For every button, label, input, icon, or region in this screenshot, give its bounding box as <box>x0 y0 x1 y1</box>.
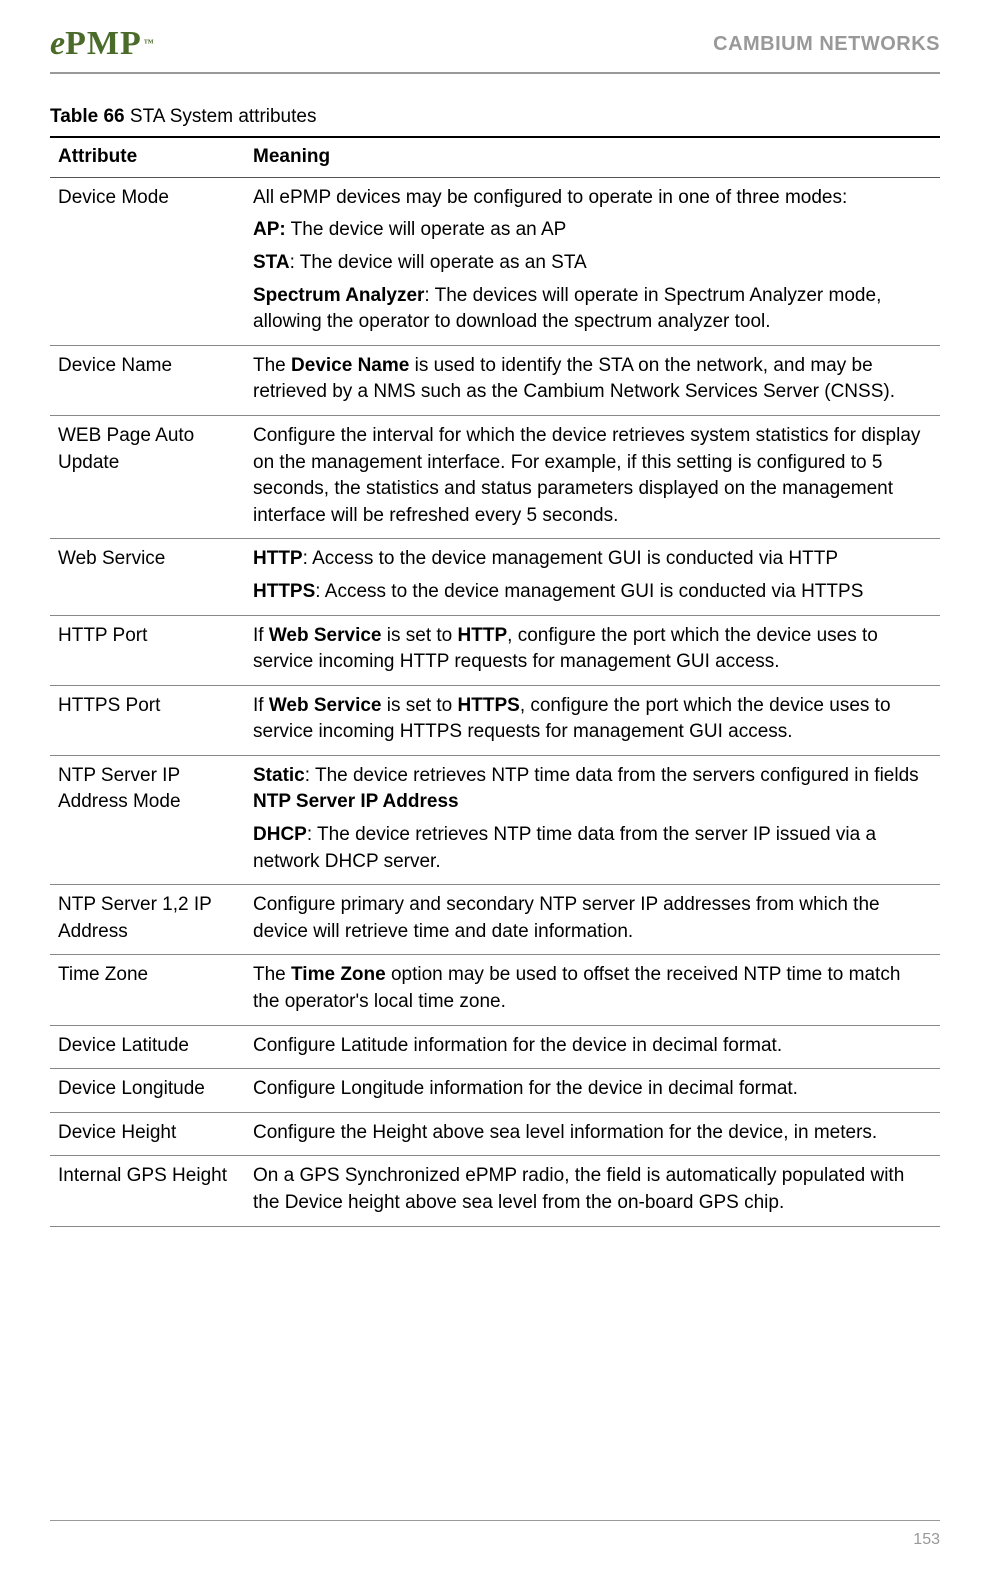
table-row: Device Mode All ePMP devices may be conf… <box>50 177 940 345</box>
text-line: All ePMP devices may be configured to op… <box>253 185 932 212</box>
text-line: Static: The device retrieves NTP time da… <box>253 763 932 816</box>
column-attribute: Attribute <box>50 137 245 177</box>
meaning-cell: The Time Zone option may be used to offs… <box>245 955 940 1025</box>
table-row: WEB Page Auto Update Configure the inter… <box>50 415 940 538</box>
meaning-cell: Configure the Height above sea level inf… <box>245 1112 940 1156</box>
table-row: Device Longitude Configure Longitude inf… <box>50 1069 940 1113</box>
attr-cell: HTTP Port <box>50 615 245 685</box>
attr-cell: Device Name <box>50 345 245 415</box>
table-row: Device Latitude Configure Latitude infor… <box>50 1025 940 1069</box>
attr-cell: Time Zone <box>50 955 245 1025</box>
meaning-cell: The Device Name is used to identify the … <box>245 345 940 415</box>
meaning-cell: If Web Service is set to HTTPS, configur… <box>245 685 940 755</box>
meaning-cell: If Web Service is set to HTTP, configure… <box>245 615 940 685</box>
meaning-cell: HTTP: Access to the device management GU… <box>245 539 940 615</box>
text-line: Spectrum Analyzer: The devices will oper… <box>253 283 932 336</box>
text-line: DHCP: The device retrieves NTP time data… <box>253 822 932 875</box>
attr-cell: Internal GPS Height <box>50 1156 245 1226</box>
meaning-cell: Configure Latitude information for the d… <box>245 1025 940 1069</box>
meaning-cell: Configure Longitude information for the … <box>245 1069 940 1113</box>
meaning-cell: Static: The device retrieves NTP time da… <box>245 755 940 884</box>
text-line: HTTPS: Access to the device management G… <box>253 579 932 606</box>
footer-rule <box>50 1520 940 1521</box>
page-header: ePMP™ CAMBIUM NETWORKS <box>50 20 940 74</box>
table-row: HTTPS Port If Web Service is set to HTTP… <box>50 685 940 755</box>
attr-cell: HTTPS Port <box>50 685 245 755</box>
table-row: Web Service HTTP: Access to the device m… <box>50 539 940 615</box>
table-row: NTP Server 1,2 IP Address Configure prim… <box>50 885 940 955</box>
table-row: Time Zone The Time Zone option may be us… <box>50 955 940 1025</box>
table-title: STA System attributes <box>125 106 317 127</box>
meaning-cell: All ePMP devices may be configured to op… <box>245 177 940 345</box>
meaning-cell: On a GPS Synchronized ePMP radio, the fi… <box>245 1156 940 1226</box>
attributes-table: Attribute Meaning Device Mode All ePMP d… <box>50 136 940 1226</box>
attr-cell: NTP Server 1,2 IP Address <box>50 885 245 955</box>
meaning-cell: Configure the interval for which the dev… <box>245 415 940 538</box>
text-line: STA: The device will operate as an STA <box>253 250 932 277</box>
logo-pmp: PMP <box>65 20 142 68</box>
attr-cell: Device Height <box>50 1112 245 1156</box>
attr-cell: WEB Page Auto Update <box>50 415 245 538</box>
logo-tm: ™ <box>144 37 154 51</box>
logo-e: e <box>50 20 65 68</box>
table-row: Device Name The Device Name is used to i… <box>50 345 940 415</box>
table-label: Table 66 <box>50 106 125 127</box>
table-row: Device Height Configure the Height above… <box>50 1112 940 1156</box>
brand-name: CAMBIUM NETWORKS <box>713 30 940 58</box>
table-row: HTTP Port If Web Service is set to HTTP,… <box>50 615 940 685</box>
attr-cell: NTP Server IP Address Mode <box>50 755 245 884</box>
page-number: 153 <box>913 1529 940 1551</box>
text-line: AP: The device will operate as an AP <box>253 217 932 244</box>
column-meaning: Meaning <box>245 137 940 177</box>
table-caption: Table 66 STA System attributes <box>50 104 940 131</box>
attr-cell: Device Mode <box>50 177 245 345</box>
text-line: HTTP: Access to the device management GU… <box>253 546 932 573</box>
table-row: Internal GPS Height On a GPS Synchronize… <box>50 1156 940 1226</box>
table-row: NTP Server IP Address Mode Static: The d… <box>50 755 940 884</box>
meaning-cell: Configure primary and secondary NTP serv… <box>245 885 940 955</box>
attr-cell: Device Longitude <box>50 1069 245 1113</box>
logo: ePMP™ <box>50 20 154 68</box>
attr-cell: Web Service <box>50 539 245 615</box>
table-header-row: Attribute Meaning <box>50 137 940 177</box>
attr-cell: Device Latitude <box>50 1025 245 1069</box>
